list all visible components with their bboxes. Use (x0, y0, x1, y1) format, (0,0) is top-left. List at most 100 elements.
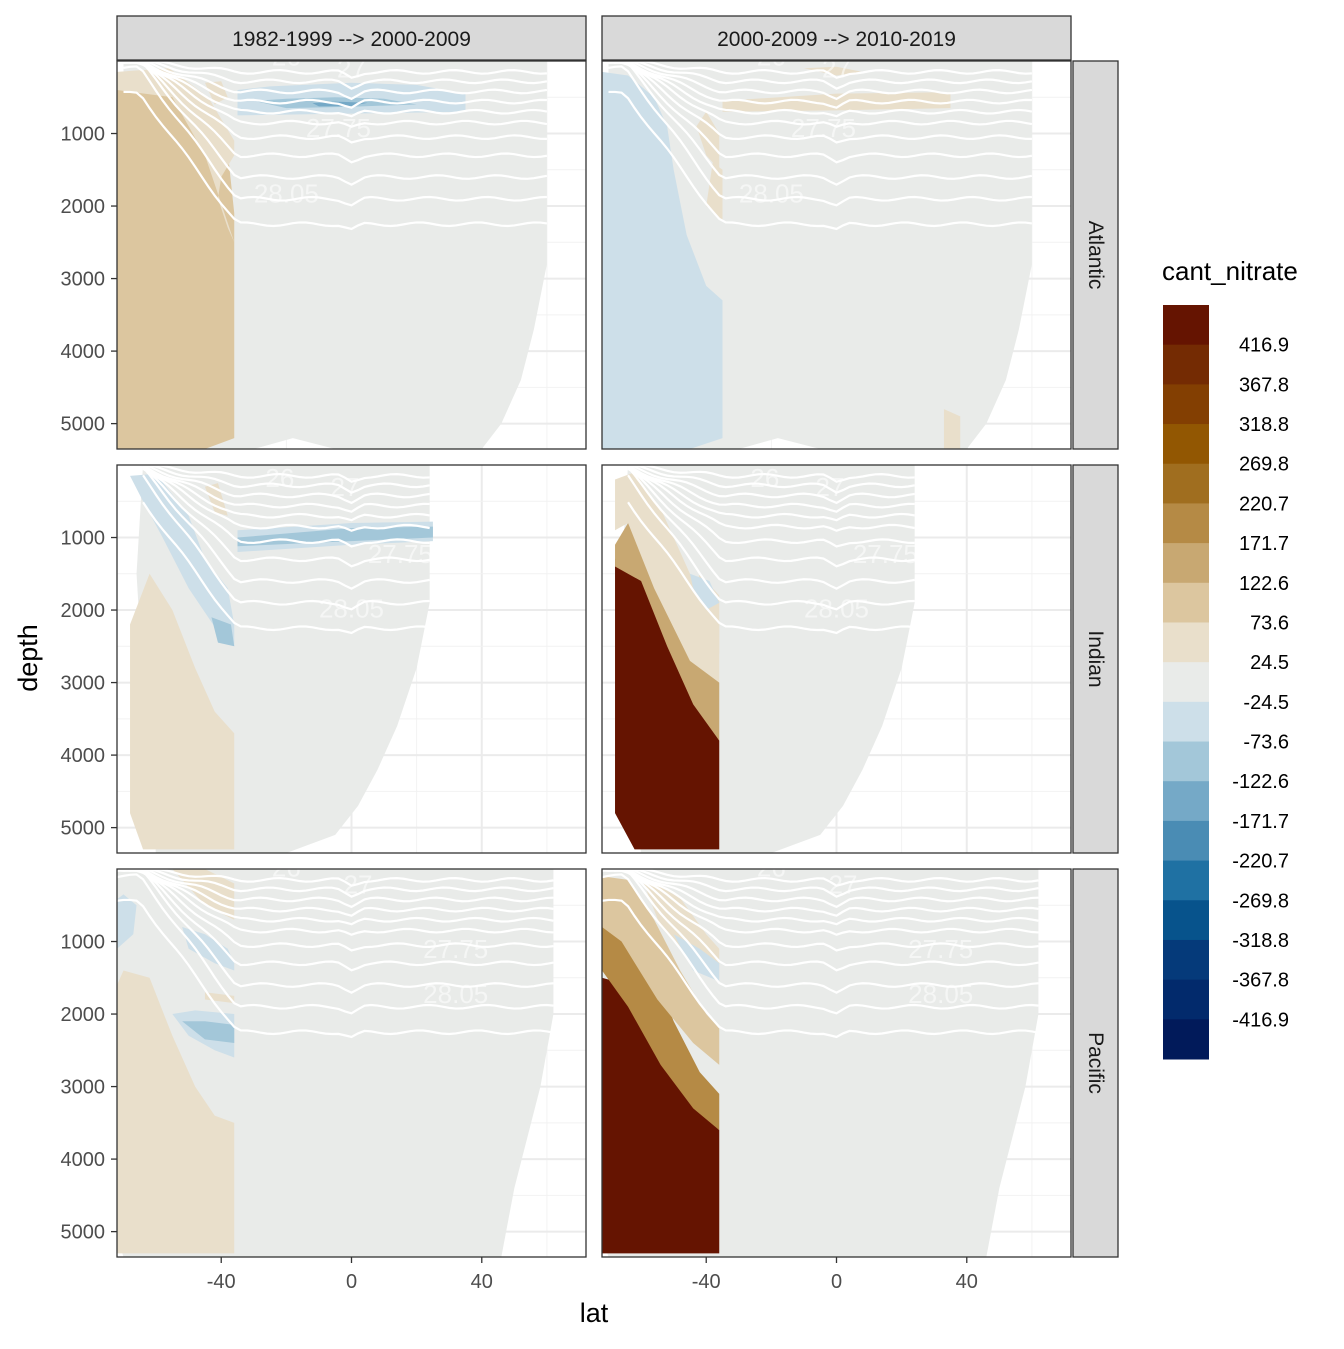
strip-box (116, 15, 587, 61)
y-tick-label: 1000 (61, 528, 106, 550)
panel-border (601, 60, 1072, 450)
isopycnal-line (608, 65, 1032, 207)
contour-region-4 (211, 617, 235, 647)
isopycnal-line (142, 474, 430, 611)
panel-content: 26 27 27.75 28.05 (602, 869, 1039, 1257)
isopycnal-label: 27 (331, 472, 360, 502)
legend-swatch (1163, 860, 1209, 901)
legend-break-label: 220.7 (1239, 493, 1289, 515)
legend-break-label: -220.7 (1232, 851, 1289, 873)
contour-region-0 (117, 970, 235, 1254)
isopycnal-line (602, 873, 1039, 1015)
isopycnal-line (608, 61, 1033, 128)
isopycnal-label: 28.05 (908, 979, 973, 1009)
contour-region-4 (689, 573, 720, 611)
y-axis-title: depth (13, 624, 43, 692)
isopycnal-line (608, 61, 1033, 118)
isopycnal-line (628, 465, 915, 494)
legend-swatch (1163, 820, 1209, 862)
x-tick-label: 40 (471, 1271, 493, 1293)
isopycnal-label: 27.75 (791, 113, 856, 143)
strip-label: 1982-1999 --> 2000-2009 (232, 28, 471, 51)
facet-strip-column-1: 1982-1999 --> 2000-2009 (116, 15, 587, 61)
legend-swatch (1163, 503, 1209, 544)
isopycnal-line (117, 869, 554, 909)
isopycnal-line (142, 466, 430, 522)
isopycnal-line (117, 869, 554, 936)
isopycnal-line (123, 61, 548, 118)
panel-atlantic-1: 26 27 27.75 28.05 (116, 60, 587, 450)
legend-swatch (1163, 543, 1209, 584)
isopycnal-line (123, 90, 548, 231)
isopycnal-label: 28.05 (254, 178, 319, 208)
legend-break-label: -269.8 (1232, 890, 1289, 912)
legend-swatch (1163, 344, 1209, 385)
isopycnal-line (123, 61, 548, 186)
isopycnal-line (142, 465, 430, 505)
isopycnal-line (608, 61, 1033, 186)
axes-layer: 1000200030004000500010002000300040005000… (61, 124, 978, 1293)
strip-label: Atlantic (1084, 221, 1107, 290)
isopycnal-line (608, 61, 1033, 101)
panel-pacific-1: 26 27 27.75 28.05 (116, 868, 587, 1258)
panel-content: 26 27 27.75 28.05 (602, 41, 1033, 449)
legend-break-label: 269.8 (1239, 454, 1289, 476)
isopycnal-line (602, 869, 1039, 936)
isopycnal-line (117, 869, 554, 917)
panel-border (601, 464, 1072, 854)
panel-content: 26 27 27.75 28.05 (117, 869, 554, 1257)
legend-break-label: 416.9 (1239, 335, 1289, 357)
contour-region-1 (117, 894, 137, 949)
isopycnal-label: 28.05 (739, 178, 804, 208)
y-tick-label: 2000 (61, 196, 106, 218)
isopycnal-label: 27.75 (306, 113, 371, 143)
legend-break-label: 318.8 (1239, 414, 1289, 436)
isopycnal-line (627, 466, 915, 522)
isopycnal-line (627, 467, 915, 532)
y-tick-label: 4000 (61, 1149, 106, 1171)
isopycnal-line (608, 61, 1033, 164)
contour-region-0 (130, 573, 235, 850)
legend-swatch (1163, 384, 1209, 425)
y-tick-label: 5000 (61, 414, 106, 436)
panel-indian-1: 26 27 27.75 28.05 (116, 464, 587, 854)
legend-swatch (1163, 939, 1209, 981)
y-tick-label: 1000 (61, 124, 106, 146)
legend-swatch (1163, 781, 1209, 822)
y-tick-label: 3000 (61, 673, 106, 695)
isopycnal-label: 27 (344, 870, 373, 900)
y-tick-label: 3000 (61, 1077, 106, 1099)
strip-box (1072, 464, 1119, 854)
isopycnal-label: 26 (757, 41, 786, 71)
strip-box (1072, 60, 1119, 450)
legend-swatch (1163, 582, 1209, 623)
contour-region-1 (615, 523, 720, 741)
legend-break-label: -73.6 (1243, 732, 1289, 754)
isopycnal-line (117, 869, 554, 887)
isopycnal-line (602, 869, 1039, 994)
isopycnal-label: 27 (822, 54, 851, 84)
isopycnal-line (602, 898, 1039, 1039)
isopycnal-line (117, 898, 554, 1039)
isopycnal-line (117, 869, 554, 972)
isopycnal-line (117, 873, 554, 1015)
isopycnal-line (608, 61, 1032, 109)
y-tick-label: 2000 (61, 600, 106, 622)
legend-swatch (1163, 662, 1209, 703)
isopycnal-line (123, 61, 548, 128)
strip-label: Pacific (1084, 1032, 1107, 1094)
panel-atlantic-2: 26 27 27.75 28.05 (601, 41, 1072, 450)
facet-strip-row-indian: Indian (1072, 464, 1119, 854)
contour-region-4 (182, 1021, 235, 1044)
legend-break-label: 171.7 (1239, 533, 1289, 555)
facet-strip-column-2: 2000-2009 --> 2010-2019 (601, 15, 1072, 61)
isopycnal-line (602, 869, 1039, 926)
legend-break-label: -318.8 (1232, 930, 1289, 952)
isopycnal-label: 28.05 (423, 979, 488, 1009)
isopycnal-line (627, 466, 915, 568)
isopycnal-line (117, 869, 554, 898)
legend-break-label: -367.8 (1232, 970, 1289, 992)
isopycnal-line (608, 90, 1033, 231)
contour-region-2 (602, 876, 720, 1065)
